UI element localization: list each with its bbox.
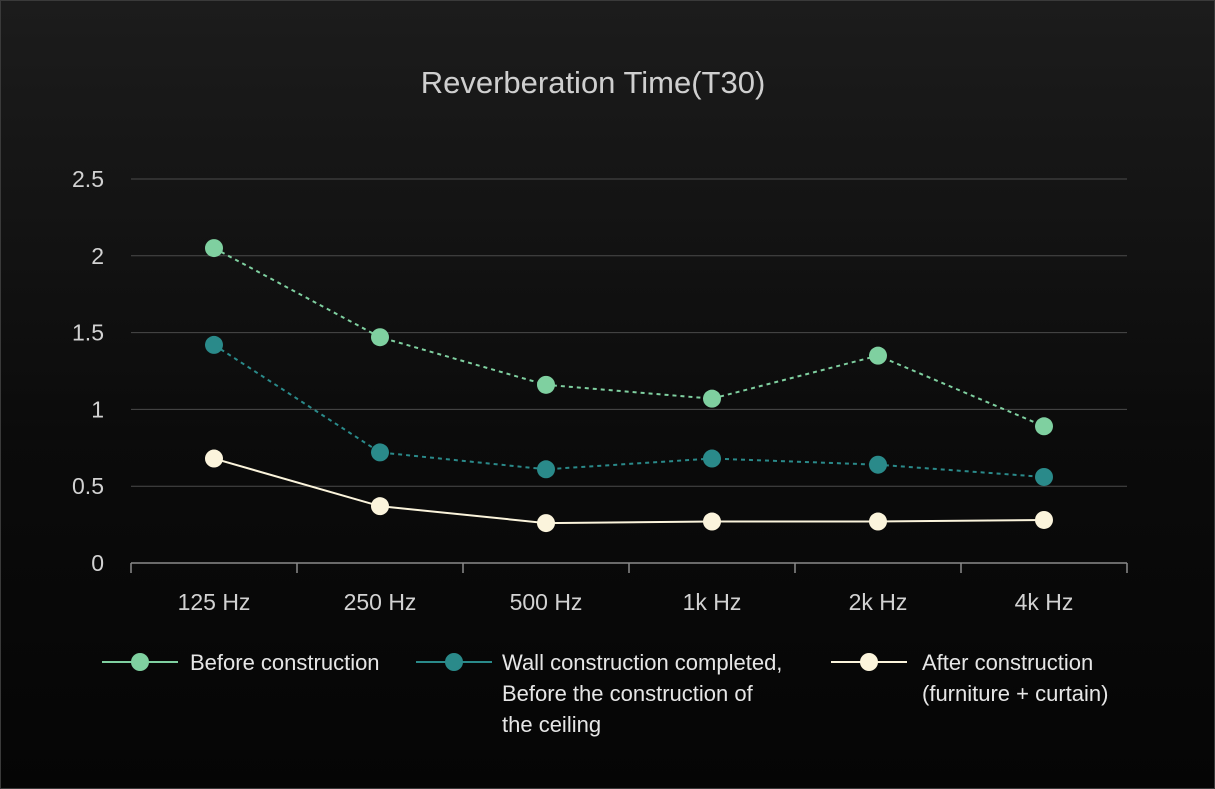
legend-label: (furniture + curtain) <box>922 681 1108 706</box>
series-line-1 <box>213 247 1045 428</box>
legend-label: the ceiling <box>502 712 601 737</box>
y-tick-label: 2.5 <box>72 166 104 192</box>
data-point <box>869 512 887 531</box>
series-layer <box>205 239 1053 533</box>
data-point <box>205 335 223 354</box>
data-point <box>371 497 389 516</box>
y-axis: 0 0.5 1 1.5 2 2.5 <box>72 166 104 576</box>
series-line-2 <box>213 344 1045 478</box>
x-tick-label: 4k Hz <box>1015 589 1074 615</box>
data-point <box>537 514 555 533</box>
x-axis: 125 Hz 250 Hz 500 Hz 1k Hz 2k Hz 4k Hz <box>130 562 1128 615</box>
y-tick-label: 1 <box>91 396 104 422</box>
legend-label: After construction <box>922 650 1093 675</box>
x-tick-label: 500 Hz <box>510 589 583 615</box>
y-tick-label: 0 <box>91 550 104 576</box>
chart-title: Reverberation Time(T30) <box>421 65 766 100</box>
data-point <box>703 449 721 468</box>
x-tick-label: 125 Hz <box>178 589 251 615</box>
data-point <box>1035 510 1053 529</box>
legend-label: Wall construction completed, <box>502 650 782 675</box>
grid-lines <box>131 178 1127 487</box>
data-point <box>869 346 887 365</box>
y-tick-label: 1.5 <box>72 320 104 346</box>
data-point <box>371 443 389 462</box>
legend-label: Before construction <box>190 650 380 675</box>
data-point <box>205 449 223 468</box>
legend-marker <box>860 653 878 671</box>
legend-marker <box>445 653 463 671</box>
data-point <box>703 389 721 408</box>
series-line-3 <box>213 457 1045 525</box>
data-point <box>537 375 555 394</box>
legend: Before construction Wall construction com… <box>102 650 1108 737</box>
data-point <box>1035 467 1053 486</box>
data-point <box>1035 417 1053 436</box>
legend-marker <box>131 653 149 671</box>
data-point <box>869 455 887 474</box>
legend-label: Before the construction of <box>502 681 754 706</box>
data-point <box>371 328 389 347</box>
data-point <box>703 512 721 531</box>
data-point <box>205 239 223 258</box>
x-tick-label: 1k Hz <box>683 589 742 615</box>
y-tick-label: 2 <box>91 243 104 269</box>
x-tick-label: 250 Hz <box>344 589 417 615</box>
x-tick-label: 2k Hz <box>849 589 908 615</box>
data-point <box>537 460 555 479</box>
y-tick-label: 0.5 <box>72 473 104 499</box>
